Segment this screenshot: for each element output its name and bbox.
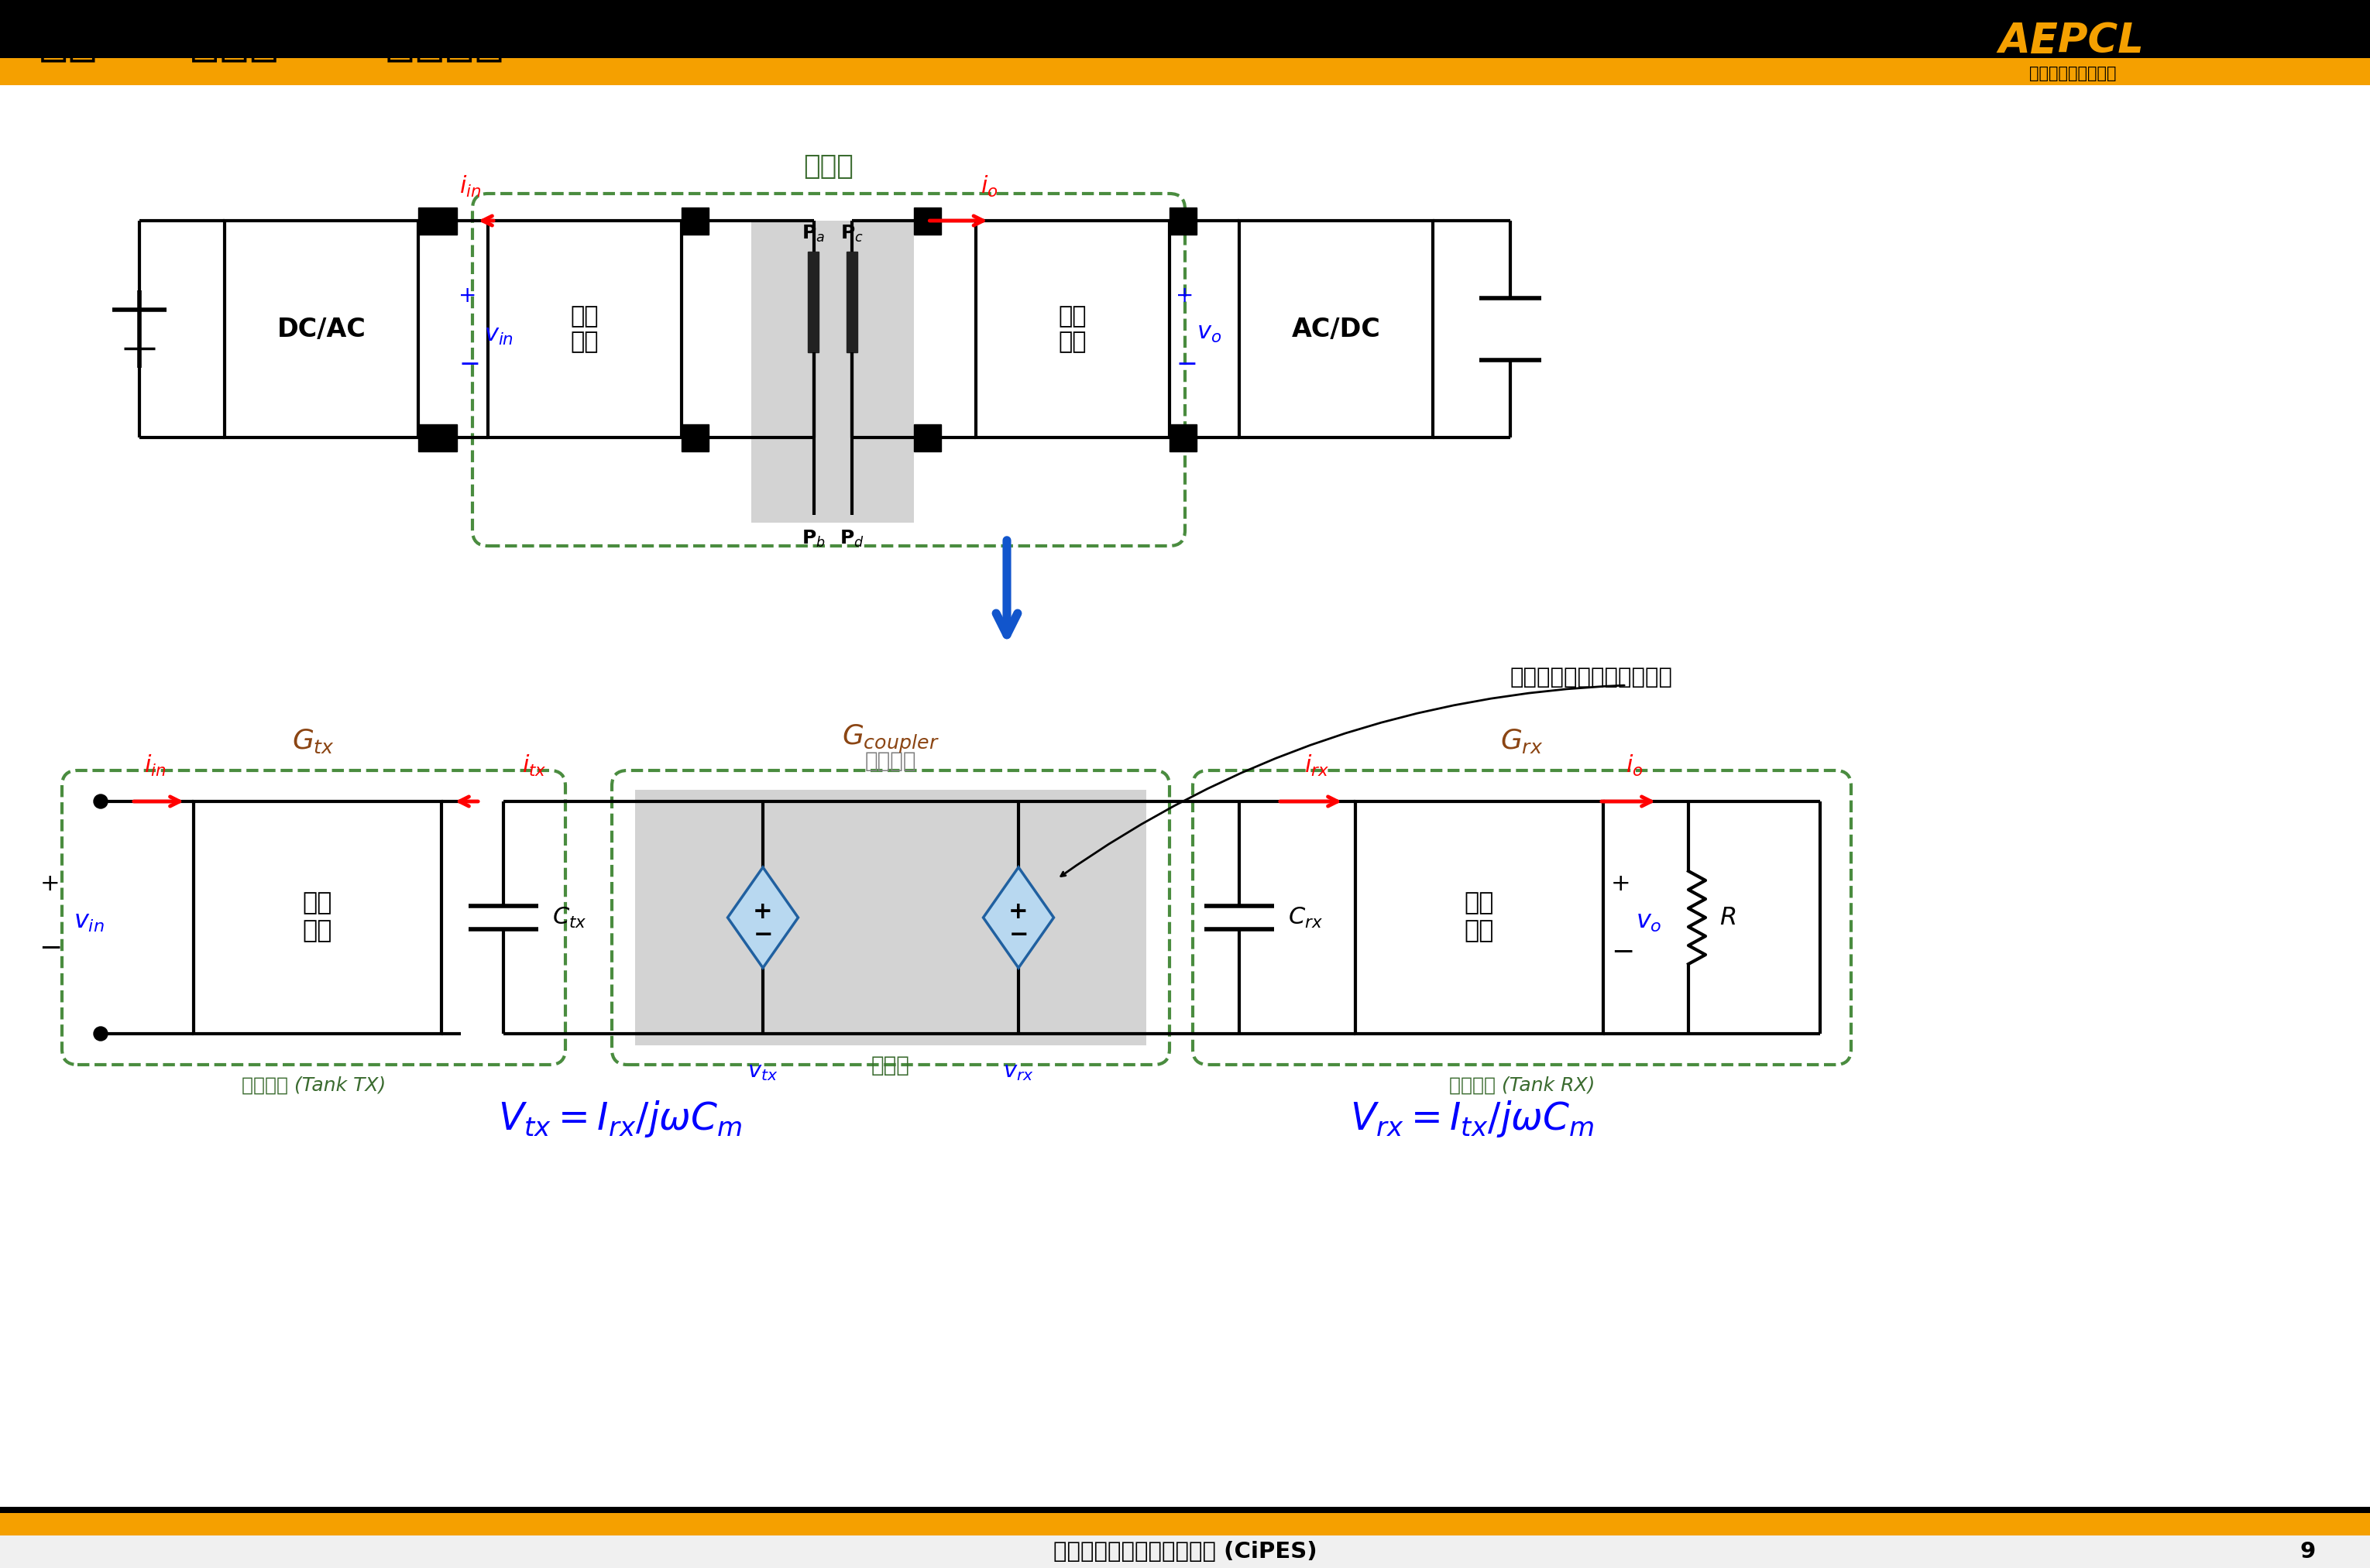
Circle shape bbox=[95, 1027, 107, 1041]
Polygon shape bbox=[984, 867, 1055, 967]
Text: −: − bbox=[1010, 924, 1029, 946]
Text: P$_b$: P$_b$ bbox=[801, 528, 825, 549]
Bar bbox=[976, 221, 1168, 437]
Bar bbox=[1168, 423, 1197, 452]
Bar bbox=[683, 207, 709, 234]
Text: +: + bbox=[40, 873, 59, 895]
Text: $G_{tx}$: $G_{tx}$ bbox=[292, 728, 334, 754]
Text: $R$: $R$ bbox=[1718, 906, 1735, 930]
Bar bbox=[1356, 801, 1602, 1033]
Text: $C_{rx}$: $C_{rx}$ bbox=[1287, 906, 1322, 930]
Text: $V_{rx} = I_{tx}/j\omega C_m$: $V_{rx} = I_{tx}/j\omega C_m$ bbox=[1349, 1099, 1593, 1138]
Text: −: − bbox=[38, 936, 62, 961]
Text: 容性耦合: 容性耦合 bbox=[865, 751, 917, 771]
Text: −: − bbox=[754, 924, 773, 946]
Text: $v_o$: $v_o$ bbox=[1197, 321, 1221, 345]
Bar bbox=[808, 251, 820, 353]
Bar bbox=[0, 1507, 2370, 1513]
Text: 源边
补偿: 源边 补偿 bbox=[571, 304, 600, 353]
Bar bbox=[0, 1513, 2370, 1535]
Circle shape bbox=[95, 795, 107, 809]
Text: $i_{tx}$: $i_{tx}$ bbox=[521, 753, 547, 778]
Bar bbox=[225, 221, 417, 437]
Text: 副边谐振 (Tank RX): 副边谐振 (Tank RX) bbox=[1448, 1076, 1595, 1094]
Text: P$_d$: P$_d$ bbox=[839, 528, 865, 549]
Bar bbox=[1168, 207, 1197, 234]
Bar bbox=[751, 221, 915, 522]
Text: $i_o$: $i_o$ bbox=[981, 174, 998, 199]
Text: 感应源: 感应源 bbox=[872, 1055, 910, 1076]
Text: $G_{coupler}$: $G_{coupler}$ bbox=[841, 723, 939, 754]
Text: 源边谐振 (Tank TX): 源边谐振 (Tank TX) bbox=[242, 1076, 386, 1094]
Bar bbox=[846, 251, 858, 353]
Text: AEPCL: AEPCL bbox=[1998, 20, 2145, 61]
Text: 9: 9 bbox=[2301, 1541, 2315, 1563]
Bar bbox=[417, 207, 457, 234]
Text: $v_o$: $v_o$ bbox=[1635, 909, 1661, 933]
Text: $v_{in}$: $v_{in}$ bbox=[73, 909, 104, 933]
Text: 感应电压源模型：耦合无关: 感应电压源模型：耦合无关 bbox=[1510, 666, 1673, 688]
Text: 上海科技大学智慧能源中心 (CiPES): 上海科技大学智慧能源中心 (CiPES) bbox=[1052, 1541, 1318, 1563]
Text: −: − bbox=[1176, 351, 1197, 376]
Text: $i_{rx}$: $i_{rx}$ bbox=[1304, 753, 1330, 778]
Bar bbox=[683, 423, 709, 452]
Bar bbox=[635, 790, 1147, 1046]
Text: P$_c$: P$_c$ bbox=[839, 224, 863, 245]
Text: $V_{tx} = I_{rx}/j\omega C_m$: $V_{tx} = I_{rx}/j\omega C_m$ bbox=[498, 1099, 742, 1138]
Bar bbox=[417, 423, 457, 452]
Bar bbox=[194, 801, 441, 1033]
Text: +: + bbox=[1612, 873, 1631, 895]
Text: +: + bbox=[754, 900, 773, 922]
Polygon shape bbox=[728, 867, 799, 967]
Bar bbox=[0, 1535, 2370, 1568]
Text: $v_{in}$: $v_{in}$ bbox=[483, 325, 514, 347]
Text: $v_{rx}$: $v_{rx}$ bbox=[1003, 1062, 1033, 1082]
Text: 先进电能变换实验室: 先进电能变换实验室 bbox=[2029, 66, 2116, 82]
Bar bbox=[915, 423, 941, 452]
Text: −: − bbox=[457, 351, 481, 376]
Text: $v_{tx}$: $v_{tx}$ bbox=[747, 1062, 777, 1082]
Text: 副边
补偿: 副边 补偿 bbox=[1465, 892, 1493, 944]
Text: $G_{rx}$: $G_{rx}$ bbox=[1500, 728, 1543, 754]
Text: $C_{tx}$: $C_{tx}$ bbox=[552, 906, 588, 930]
Text: DC/AC: DC/AC bbox=[277, 317, 365, 342]
Text: +: + bbox=[1010, 900, 1029, 922]
Text: 谐振腔: 谐振腔 bbox=[803, 154, 853, 180]
Bar bbox=[0, 58, 2370, 85]
Text: −: − bbox=[1612, 939, 1635, 966]
Bar bbox=[915, 207, 941, 234]
Text: $i_{in}$: $i_{in}$ bbox=[460, 174, 481, 199]
Text: 源边
补偿: 源边 补偿 bbox=[303, 892, 332, 944]
Text: +: + bbox=[457, 285, 476, 307]
Bar bbox=[1240, 221, 1434, 437]
Bar bbox=[0, 0, 2370, 58]
Text: P$_a$: P$_a$ bbox=[801, 224, 825, 245]
Bar bbox=[488, 221, 683, 437]
Text: $i_o$: $i_o$ bbox=[1626, 753, 1642, 778]
Text: 基于IVS模型的CPT系统分解: 基于IVS模型的CPT系统分解 bbox=[38, 14, 505, 63]
Text: +: + bbox=[1176, 285, 1194, 307]
Text: 副边
补偿: 副边 补偿 bbox=[1059, 304, 1088, 353]
Text: AC/DC: AC/DC bbox=[1292, 317, 1379, 342]
Text: $i_{in}$: $i_{in}$ bbox=[145, 753, 166, 778]
